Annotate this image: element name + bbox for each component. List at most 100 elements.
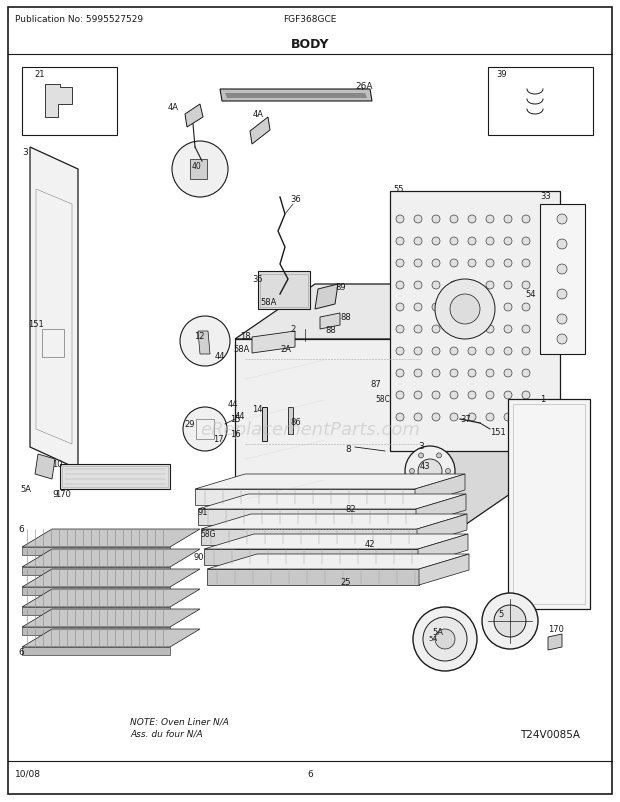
Circle shape — [504, 326, 512, 334]
Circle shape — [504, 391, 512, 399]
Polygon shape — [22, 569, 200, 587]
Circle shape — [486, 391, 494, 399]
Circle shape — [409, 469, 415, 474]
Text: NOTE: Oven Liner N/A: NOTE: Oven Liner N/A — [130, 717, 229, 726]
Text: 3: 3 — [22, 148, 28, 157]
Circle shape — [504, 216, 512, 224]
Circle shape — [557, 215, 567, 225]
Circle shape — [468, 370, 476, 378]
Text: 58A: 58A — [233, 345, 249, 354]
Text: 25: 25 — [340, 577, 350, 586]
Polygon shape — [252, 331, 295, 354]
Polygon shape — [235, 339, 430, 549]
Text: 4A: 4A — [168, 103, 179, 111]
Text: 9: 9 — [52, 489, 58, 498]
Text: 86: 86 — [290, 418, 301, 427]
Circle shape — [486, 414, 494, 422]
Circle shape — [522, 282, 530, 290]
Text: 6: 6 — [307, 769, 313, 778]
Circle shape — [414, 414, 422, 422]
Polygon shape — [201, 514, 467, 529]
Polygon shape — [185, 105, 203, 128]
Polygon shape — [22, 587, 170, 595]
Polygon shape — [198, 331, 210, 354]
Circle shape — [468, 347, 476, 355]
Bar — [196, 419, 214, 439]
Text: 55: 55 — [393, 184, 404, 194]
Text: 4A: 4A — [253, 110, 264, 119]
Circle shape — [414, 260, 422, 268]
Text: 21: 21 — [34, 70, 45, 79]
Text: 14: 14 — [252, 404, 262, 414]
Text: 6: 6 — [18, 647, 24, 656]
Circle shape — [450, 237, 458, 245]
Text: 12: 12 — [194, 331, 205, 341]
Text: 1: 1 — [540, 395, 545, 403]
Polygon shape — [195, 489, 415, 505]
Circle shape — [450, 391, 458, 399]
Circle shape — [435, 280, 495, 339]
Circle shape — [450, 414, 458, 422]
Polygon shape — [508, 399, 590, 610]
Circle shape — [450, 216, 458, 224]
Polygon shape — [22, 627, 170, 635]
Polygon shape — [22, 529, 200, 547]
Circle shape — [414, 370, 422, 378]
Circle shape — [486, 260, 494, 268]
Circle shape — [504, 260, 512, 268]
Text: 37: 37 — [460, 415, 471, 423]
Circle shape — [486, 216, 494, 224]
Text: 170: 170 — [548, 624, 564, 634]
Polygon shape — [548, 634, 562, 650]
Polygon shape — [22, 547, 170, 555]
Text: 17: 17 — [213, 435, 224, 444]
Text: 16: 16 — [230, 429, 241, 439]
Polygon shape — [204, 534, 468, 549]
Text: 42: 42 — [365, 539, 376, 549]
Text: 2: 2 — [290, 325, 295, 334]
Polygon shape — [22, 567, 170, 575]
Circle shape — [432, 216, 440, 224]
Circle shape — [522, 391, 530, 399]
Polygon shape — [190, 160, 207, 180]
Text: 5A: 5A — [20, 484, 31, 493]
Text: 151: 151 — [28, 320, 44, 329]
Text: 58C: 58C — [375, 395, 390, 403]
Circle shape — [432, 347, 440, 355]
Circle shape — [432, 414, 440, 422]
Circle shape — [414, 391, 422, 399]
Circle shape — [435, 630, 455, 649]
Circle shape — [486, 370, 494, 378]
Text: BODY: BODY — [291, 38, 329, 51]
Circle shape — [414, 347, 422, 355]
Circle shape — [468, 260, 476, 268]
Circle shape — [486, 304, 494, 312]
Text: FGF368GCE: FGF368GCE — [283, 15, 337, 24]
Circle shape — [504, 304, 512, 312]
Circle shape — [432, 391, 440, 399]
Polygon shape — [22, 607, 170, 615]
Text: 15: 15 — [230, 415, 241, 423]
Circle shape — [468, 391, 476, 399]
Polygon shape — [540, 205, 585, 354]
Circle shape — [522, 304, 530, 312]
Polygon shape — [30, 148, 78, 469]
Circle shape — [557, 334, 567, 345]
Text: 5A: 5A — [432, 627, 443, 636]
Text: 6: 6 — [18, 525, 24, 533]
Circle shape — [172, 142, 228, 198]
Text: 10: 10 — [52, 460, 63, 468]
Circle shape — [436, 484, 441, 489]
Polygon shape — [22, 589, 200, 607]
Circle shape — [418, 453, 423, 458]
Text: eReplacementParts.com: eReplacementParts.com — [200, 420, 420, 439]
Polygon shape — [225, 94, 367, 99]
Circle shape — [504, 414, 512, 422]
Circle shape — [450, 282, 458, 290]
Text: 2A: 2A — [280, 345, 291, 354]
Text: 88: 88 — [340, 313, 351, 322]
Circle shape — [414, 304, 422, 312]
Circle shape — [396, 304, 404, 312]
Circle shape — [557, 290, 567, 300]
Polygon shape — [204, 549, 418, 565]
